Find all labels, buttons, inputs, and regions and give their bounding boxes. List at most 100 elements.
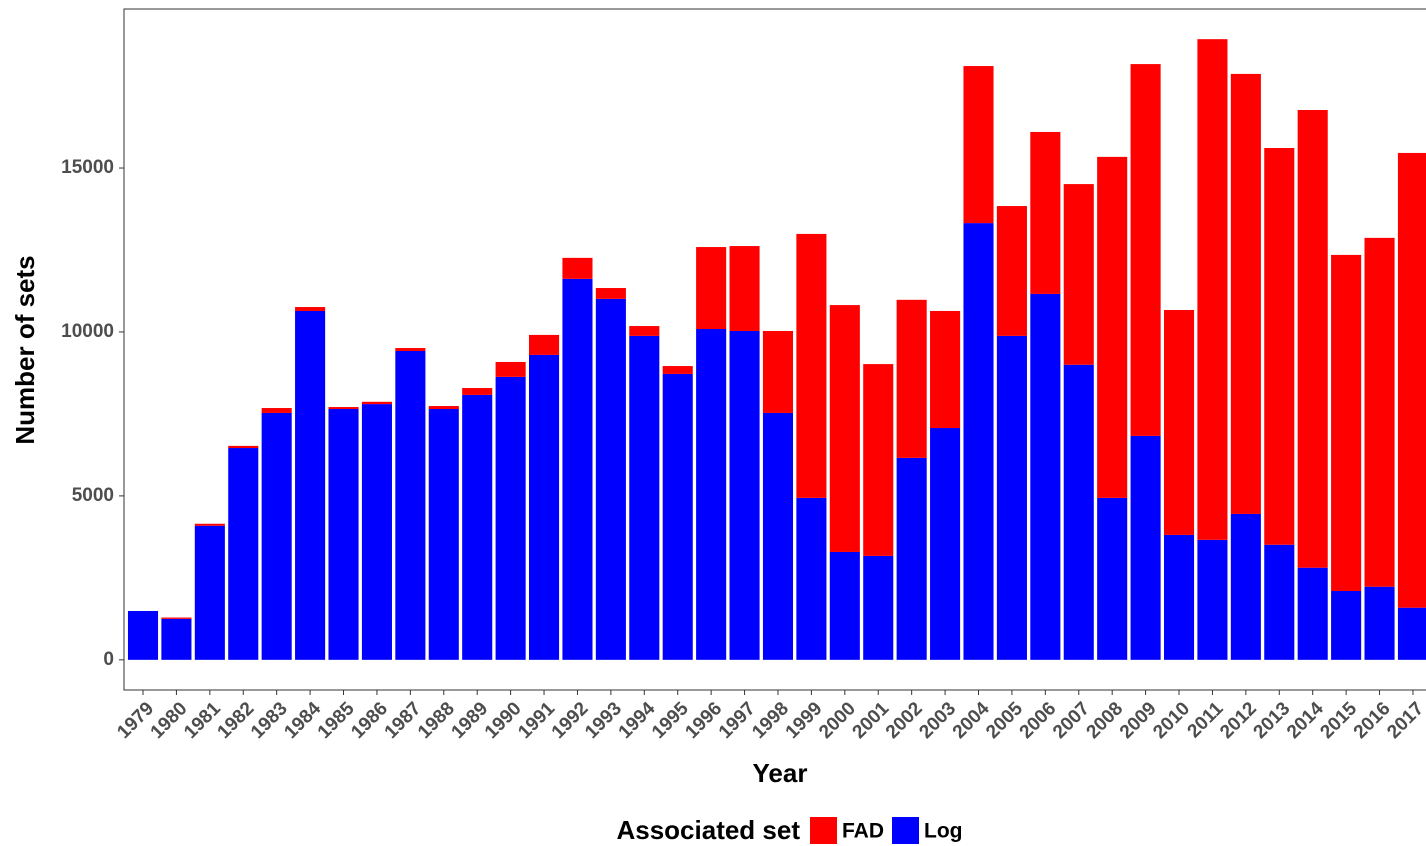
bar-segment — [930, 310, 961, 429]
x-tick-label: 1996 — [681, 698, 726, 743]
bar-segment — [328, 407, 359, 410]
bar-segment — [796, 497, 827, 660]
x-tick-label: 1985 — [314, 698, 359, 743]
bar-segment — [1197, 539, 1228, 660]
x-tick-label: 1980 — [147, 698, 192, 743]
bar-segment — [662, 373, 693, 660]
x-tick-label: 2017 — [1383, 698, 1426, 743]
x-tick-label: 2008 — [1083, 698, 1128, 743]
bar-segment — [1130, 435, 1161, 660]
x-tick-label: 2003 — [915, 698, 960, 743]
x-tick-label: 1992 — [548, 698, 593, 743]
bar-segment — [1331, 590, 1362, 660]
bar-segment — [1230, 73, 1261, 514]
bar-segment — [395, 350, 426, 660]
y-tick-label: 0 — [103, 649, 114, 670]
bar-segment — [228, 445, 259, 449]
bar-segment — [696, 329, 727, 660]
bar-segment — [161, 618, 192, 660]
bar-segment — [1397, 607, 1426, 660]
bar-segment — [328, 409, 359, 660]
x-tick-label: 2016 — [1350, 698, 1395, 743]
bar-segment — [829, 551, 860, 660]
bar-segment — [261, 412, 292, 660]
x-tick-label: 2013 — [1250, 698, 1295, 743]
x-tick-label: 1986 — [347, 698, 392, 743]
x-tick-label: 1987 — [381, 698, 426, 743]
bar-segment — [1264, 544, 1295, 660]
bar-segment — [963, 223, 994, 660]
bar-segment — [595, 298, 626, 660]
legend-label: Log — [924, 820, 962, 843]
bar-segment — [1030, 131, 1061, 294]
bar-segment — [863, 555, 894, 660]
bar-segment — [996, 335, 1027, 660]
bar-segment — [462, 388, 493, 395]
x-tick-label: 2002 — [882, 698, 927, 743]
bar-segment — [762, 330, 794, 413]
x-tick-label: 1994 — [615, 698, 660, 743]
x-tick-label: 1982 — [214, 698, 259, 743]
bar-segment — [1397, 152, 1426, 608]
bar-segment — [495, 361, 526, 377]
bar-segment — [1030, 293, 1061, 660]
bar-segment — [529, 334, 560, 355]
bar-segment — [1197, 39, 1228, 540]
x-tick-label: 1979 — [113, 698, 158, 743]
x-tick-label: 2004 — [949, 698, 994, 743]
bar-segment — [194, 525, 225, 660]
bar-segment — [1097, 156, 1128, 498]
plot-border — [123, 8, 1426, 691]
bar-segment — [161, 617, 192, 619]
bar-segment — [1097, 497, 1128, 660]
bar-segment — [1297, 567, 1328, 660]
bar-segment — [796, 233, 827, 498]
x-tick-label: 1988 — [414, 698, 459, 743]
bar-segment — [629, 326, 660, 336]
x-tick-label: 1995 — [648, 698, 693, 743]
bar-segment — [662, 366, 693, 374]
y-tick-label: 5000 — [72, 485, 114, 506]
bar-segment — [729, 246, 760, 331]
bar-segment — [1364, 237, 1395, 587]
bar-segment — [428, 406, 459, 410]
x-tick-label: 1993 — [581, 698, 626, 743]
bar-segment — [896, 299, 927, 458]
bar-segment — [996, 206, 1027, 336]
bar-segment — [896, 457, 927, 660]
bar-segment — [595, 288, 626, 299]
bar-segment — [295, 310, 326, 660]
bar-segment — [829, 305, 860, 552]
bar-segment — [629, 335, 660, 660]
bar-segment — [428, 409, 459, 660]
bar-segment — [863, 364, 894, 556]
bar-segment — [495, 376, 526, 660]
x-tick-label: 1984 — [280, 698, 325, 743]
bar-segment — [1364, 586, 1395, 660]
x-tick-label: 2009 — [1116, 698, 1161, 743]
bar-segment — [1163, 534, 1195, 660]
bar-segment — [562, 257, 593, 279]
bar-segment — [395, 348, 426, 351]
x-tick-label: 1981 — [180, 698, 225, 743]
bar-segment — [696, 247, 727, 330]
x-tick-label: 2014 — [1283, 698, 1328, 743]
legend-swatch — [892, 817, 919, 844]
bar-segment — [1063, 364, 1094, 660]
legend-title: Associated set — [616, 815, 800, 845]
x-tick-label: 1997 — [715, 698, 760, 743]
x-tick-label: 1983 — [247, 698, 292, 743]
x-tick-label: 1990 — [481, 698, 526, 743]
bar-segment — [261, 408, 292, 413]
bar-segment — [930, 428, 961, 660]
x-tick-label: 2005 — [982, 698, 1027, 743]
bar-segment — [1163, 309, 1195, 535]
bar-segment — [295, 307, 326, 311]
x-tick-label: 1999 — [782, 698, 827, 743]
bar-segment — [1130, 64, 1161, 436]
x-tick-label: 2010 — [1149, 698, 1194, 743]
x-tick-label: 2007 — [1049, 698, 1094, 743]
bar-segment — [963, 66, 994, 224]
bar-segment — [1297, 109, 1328, 568]
